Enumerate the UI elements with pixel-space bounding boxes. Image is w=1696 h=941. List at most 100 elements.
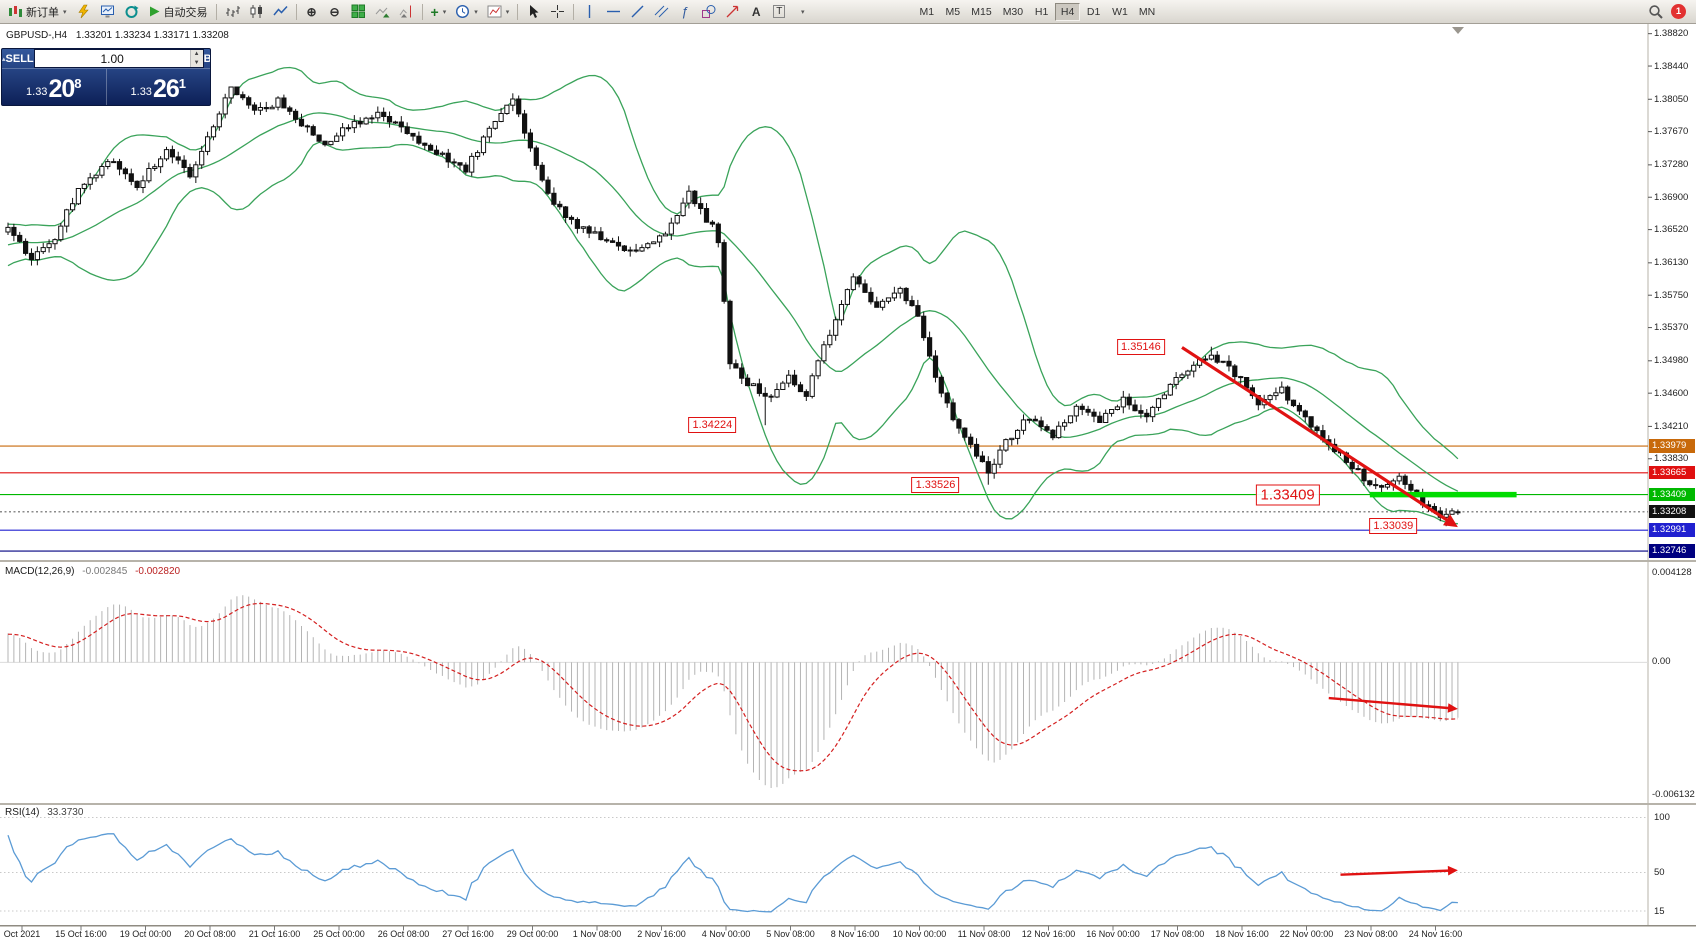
toolbar-separator: [421, 3, 423, 20]
volume-input[interactable]: [34, 50, 190, 67]
arrows-button[interactable]: [721, 2, 744, 22]
templates-button[interactable]: ▾: [483, 2, 514, 22]
time-axis-label: 20 Oct 08:00: [184, 929, 236, 939]
auto-scroll-button[interactable]: [371, 2, 394, 22]
volume-field: ▲ ▼: [33, 49, 204, 68]
arrow-tool-icon: [726, 5, 739, 18]
tile-windows-icon: [351, 4, 365, 18]
buy-price-sup: 1: [178, 76, 186, 91]
vertical-line-icon: [589, 5, 591, 18]
price-annotation[interactable]: 1.34224: [688, 417, 737, 434]
price-axis-tick: 1.36900: [1654, 191, 1689, 203]
chart-ohlc-header: GBPUSD-,H4 1.33201 1.33234 1.33171 1.332…: [6, 30, 229, 41]
strategy-tester-button[interactable]: [120, 2, 143, 22]
fibonacci-icon: ƒ: [681, 4, 689, 19]
sell-button[interactable]: 1.33 20 8: [2, 69, 106, 105]
rsi-level-label: 15: [1654, 905, 1665, 917]
template-icon: [487, 5, 502, 18]
time-axis-label: 4 Nov 00:00: [701, 929, 751, 939]
market-watch-button[interactable]: [96, 2, 119, 22]
volume-up-button[interactable]: ▲: [190, 50, 203, 59]
chevron-down-icon: ▾: [505, 8, 510, 16]
time-axis-label: 19 Oct 00:00: [119, 929, 172, 939]
trendline-button[interactable]: [626, 2, 649, 22]
candlestick-chart-icon: [250, 5, 262, 18]
notifications-badge[interactable]: 1: [1671, 4, 1686, 19]
time-axis-label: 24 Nov 16:00: [1408, 929, 1463, 939]
one-click-trading-panel: ▴ SELL ▲ ▼ BUY 1.33 20 8 1.33 26 1: [1, 48, 211, 106]
text-label-button[interactable]: T: [768, 2, 790, 22]
horizontal-line-icon: [607, 10, 621, 13]
price-axis-tick: 1.36520: [1654, 224, 1689, 236]
price-axis-tick: 1.37670: [1654, 126, 1689, 138]
time-axis-label: 12 Nov 16:00: [1021, 929, 1076, 939]
candlestick-chart-button[interactable]: [245, 2, 268, 22]
buy-button[interactable]: 1.33 26 1: [107, 69, 211, 105]
channel-icon: [654, 5, 669, 18]
timeframe-button-M30[interactable]: M30: [1002, 5, 1024, 18]
one-click-collapse-button[interactable]: ▴: [2, 55, 6, 63]
bar-chart-icon: [225, 6, 240, 17]
timeframe-button-W1[interactable]: W1: [1112, 5, 1128, 18]
cursor-button[interactable]: [522, 2, 545, 22]
timeframe-button-M1[interactable]: M1: [919, 5, 935, 18]
indicators-button[interactable]: + ▾: [427, 2, 451, 22]
zoom-out-button[interactable]: ⊖: [324, 2, 346, 22]
time-axis-label: 22 Nov 00:00: [1279, 929, 1334, 939]
price-axis-tick: 1.38440: [1654, 60, 1689, 72]
chevron-down-icon: ▾: [800, 8, 805, 16]
vertical-line-button[interactable]: [578, 2, 601, 22]
time-axis-label: 1 Nov 08:00: [572, 929, 622, 939]
toolbar-separator: [215, 3, 217, 20]
shapes-button[interactable]: [697, 2, 720, 22]
price-axis-tick: 1.35370: [1654, 322, 1689, 334]
macd-scale-zero: 0.00: [1652, 656, 1671, 667]
crosshair-button[interactable]: [546, 2, 569, 22]
shapes-icon: [702, 5, 716, 18]
price-annotation[interactable]: 1.35146: [1117, 338, 1165, 355]
timeframe-button-H4[interactable]: H4: [1055, 2, 1081, 21]
time-axis-label: 5 Nov 08:00: [766, 929, 815, 939]
search-button[interactable]: [1644, 2, 1668, 22]
price-annotation[interactable]: 1.33526: [911, 476, 960, 493]
macd-value-signal: -0.002820: [135, 566, 181, 577]
fibonacci-button[interactable]: ƒ: [674, 2, 696, 22]
horizontal-line-button[interactable]: [602, 2, 625, 22]
new-order-button[interactable]: 新订单 ▾: [4, 2, 71, 22]
tile-windows-button[interactable]: [347, 2, 370, 22]
rsi-level-label: 100: [1654, 812, 1670, 823]
text-button[interactable]: A: [745, 2, 767, 22]
new-order-label: 新订单: [26, 6, 59, 19]
timeframe-button-D1[interactable]: D1: [1086, 5, 1101, 18]
time-axis-label: 18 Nov 16:00: [1215, 929, 1269, 939]
autotrading-button[interactable]: 自动交易: [144, 2, 212, 22]
bar-chart-button[interactable]: [221, 2, 244, 22]
price-axis-tick: 1.37280: [1654, 159, 1689, 171]
time-axis-label: Oct 2021: [3, 929, 41, 939]
strategy-tester-icon: [125, 5, 139, 18]
timeframe-button-MN[interactable]: MN: [1138, 5, 1156, 18]
timeframe-button-M15[interactable]: M15: [971, 5, 992, 18]
rsi-title: RSI(14): [5, 807, 40, 818]
drawing-tools-dropdown[interactable]: ▾: [791, 2, 813, 22]
volume-down-button[interactable]: ▼: [190, 58, 203, 67]
line-chart-button[interactable]: [269, 2, 292, 22]
zoom-in-button[interactable]: ⊕: [301, 2, 323, 22]
timeframe-button-H1[interactable]: H1: [1034, 5, 1049, 18]
channel-button[interactable]: [650, 2, 673, 22]
time-axis-label: 8 Nov 16:00: [830, 929, 880, 939]
chart-shift-button[interactable]: [395, 2, 418, 22]
price-axis-tick: 1.36130: [1654, 257, 1689, 269]
chevron-down-icon: ▾: [442, 8, 447, 16]
time-axis-label: 17 Nov 08:00: [1150, 929, 1205, 939]
price-annotation[interactable]: 1.33039: [1369, 518, 1418, 535]
price-axis-tick: 1.34980: [1654, 355, 1689, 367]
text-icon: A: [751, 4, 761, 19]
periods-button[interactable]: ▾: [451, 2, 482, 22]
price-annotation[interactable]: 1.33409: [1255, 484, 1320, 506]
timeframe-button-M5[interactable]: M5: [945, 5, 961, 18]
crosshair-icon: [551, 5, 565, 18]
trendline-icon: [631, 5, 644, 18]
metaeditor-button[interactable]: [72, 2, 95, 22]
